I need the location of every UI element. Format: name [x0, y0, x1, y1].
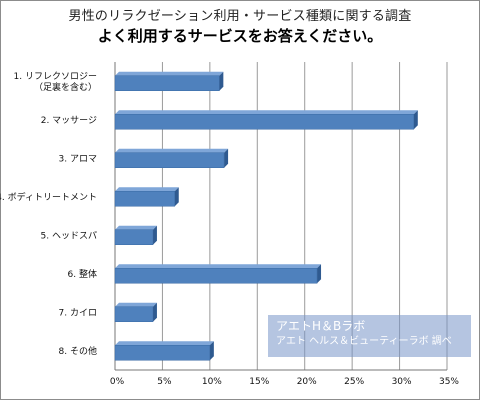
- tick-label: 30%: [392, 377, 412, 387]
- bar-side: [219, 71, 224, 91]
- bar-top: [115, 341, 214, 346]
- watermark-box: アエトH＆Bラボ アエト ヘルス＆ビューティーラボ 調べ: [268, 315, 471, 357]
- bar: [114, 264, 322, 284]
- bars: [114, 71, 418, 361]
- bar-front: [114, 191, 176, 207]
- bar-top: [115, 225, 157, 230]
- tick-label: 0%: [110, 377, 125, 387]
- bar-front: [114, 114, 415, 130]
- bar-front: [114, 268, 318, 284]
- bar: [114, 302, 157, 322]
- bar-side: [224, 148, 229, 168]
- bar-side: [152, 302, 157, 322]
- category-label: 5. ヘッドスパ: [41, 230, 97, 241]
- category-label: 7. カイロ: [59, 307, 97, 318]
- bar: [114, 71, 224, 91]
- bar-front: [114, 229, 154, 245]
- watermark-title: アエトH＆Bラボ: [276, 319, 366, 333]
- bar-side: [317, 264, 322, 284]
- bar-front: [114, 152, 225, 168]
- tick-label: 35%: [439, 377, 459, 387]
- category-label: 6. 整体: [68, 268, 97, 280]
- tick-labels: 0% 5% 10% 15% 20% 25% 30% 35%: [110, 377, 460, 387]
- bar: [114, 341, 214, 361]
- bar-front: [114, 345, 211, 361]
- tick-label: 15%: [249, 377, 269, 387]
- bar: [114, 187, 179, 207]
- bar: [114, 225, 157, 245]
- category-labels: 1. リフレクソロジー（足裏を含む） 2. マッサージ 3. アロマ 4. ボディトリ…: [0, 71, 97, 357]
- category-label: 1. リフレクソロジー: [14, 71, 97, 82]
- bar-side: [209, 341, 214, 361]
- category-label: 8. その他: [59, 345, 97, 357]
- bar-front: [114, 306, 154, 322]
- bar-side: [413, 110, 418, 130]
- category-label: 2. マッサージ: [41, 115, 97, 126]
- category-label: 4. ボディトリートメント: [0, 191, 97, 203]
- tick-label: 25%: [344, 377, 364, 387]
- category-label: （足裏を含む）: [34, 81, 97, 93]
- bar-top: [115, 302, 157, 307]
- bar-front: [114, 75, 220, 91]
- tick-label: 5%: [157, 377, 172, 387]
- bar-top: [115, 187, 179, 192]
- bar: [114, 110, 418, 130]
- bar-top: [115, 71, 224, 76]
- tick-label: 10%: [202, 377, 222, 387]
- bar-side: [152, 225, 157, 245]
- tick-label: 20%: [297, 377, 317, 387]
- bar-top: [115, 148, 229, 153]
- watermark-credit: アエト ヘルス＆ビューティーラボ 調べ: [276, 336, 452, 347]
- category-label: 3. アロマ: [59, 154, 97, 164]
- bar: [114, 148, 229, 168]
- survey-subtitle: 男性のリラクゼーション利用・サービス種類に関する調査: [68, 9, 412, 24]
- bar-side: [174, 187, 179, 207]
- survey-question: よく利用するサービスをお答えください。: [97, 27, 383, 45]
- bar-top: [115, 110, 418, 115]
- bar-top: [115, 264, 322, 269]
